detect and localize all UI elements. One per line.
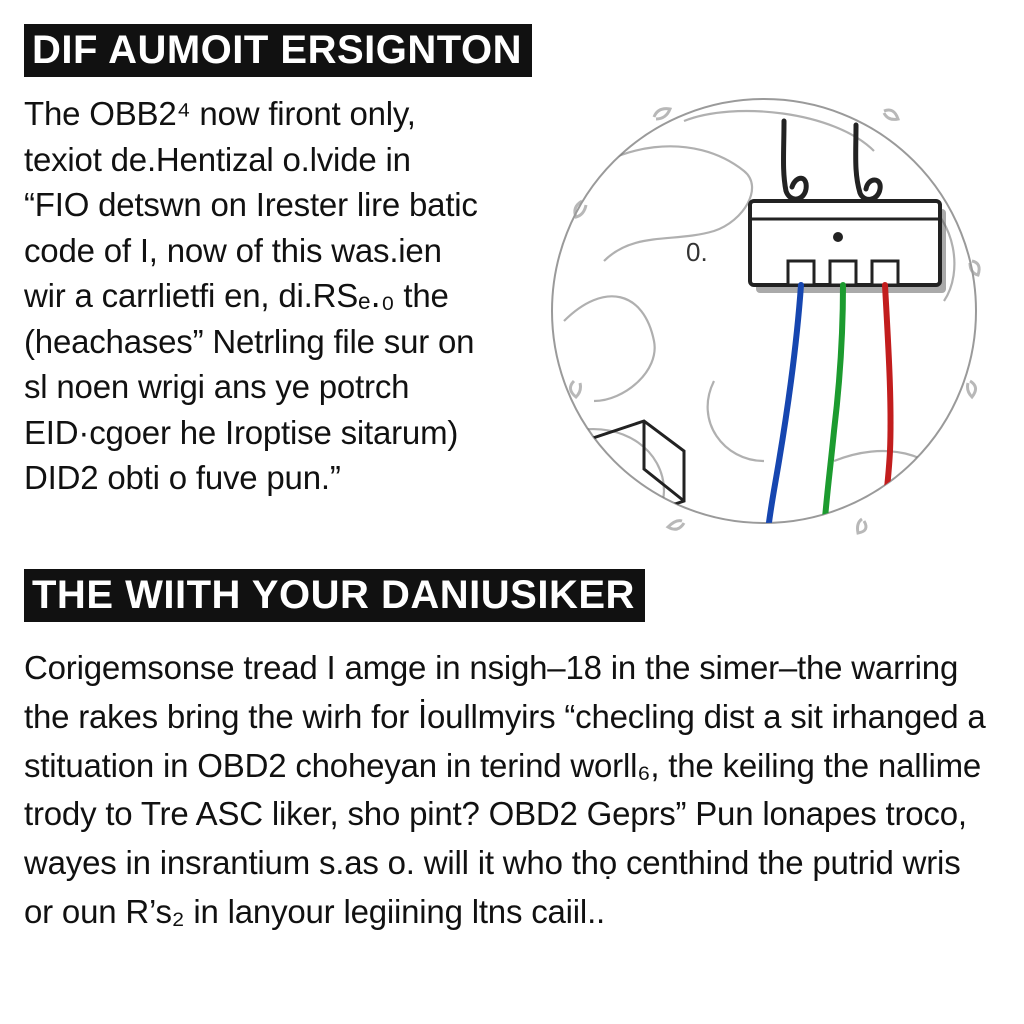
section1-row: The OBB2⁴ now firont only, texiot de.Hen… — [24, 91, 1000, 531]
section1-body: The OBB2⁴ now firont only, texiot de.Hen… — [24, 91, 484, 501]
figure-internal-label: 0. — [686, 237, 708, 267]
figure-circle — [552, 99, 976, 523]
connector-illustration: 0. — [534, 81, 994, 541]
section2-body: Corigemsonse tread I amge in nsigh–18 in… — [24, 644, 994, 937]
page: DIF AUMOIT ERSIGNTON The OBB2⁴ now firon… — [0, 0, 1024, 1024]
connector-body — [750, 201, 946, 293]
figure-column: 0. — [484, 91, 1000, 531]
section1-heading: DIF AUMOIT ERSIGNTON — [24, 24, 532, 77]
section2-heading: THE WIITH YOUR DANIUSIKER — [24, 569, 645, 622]
connector-svg: 0. — [534, 81, 994, 541]
